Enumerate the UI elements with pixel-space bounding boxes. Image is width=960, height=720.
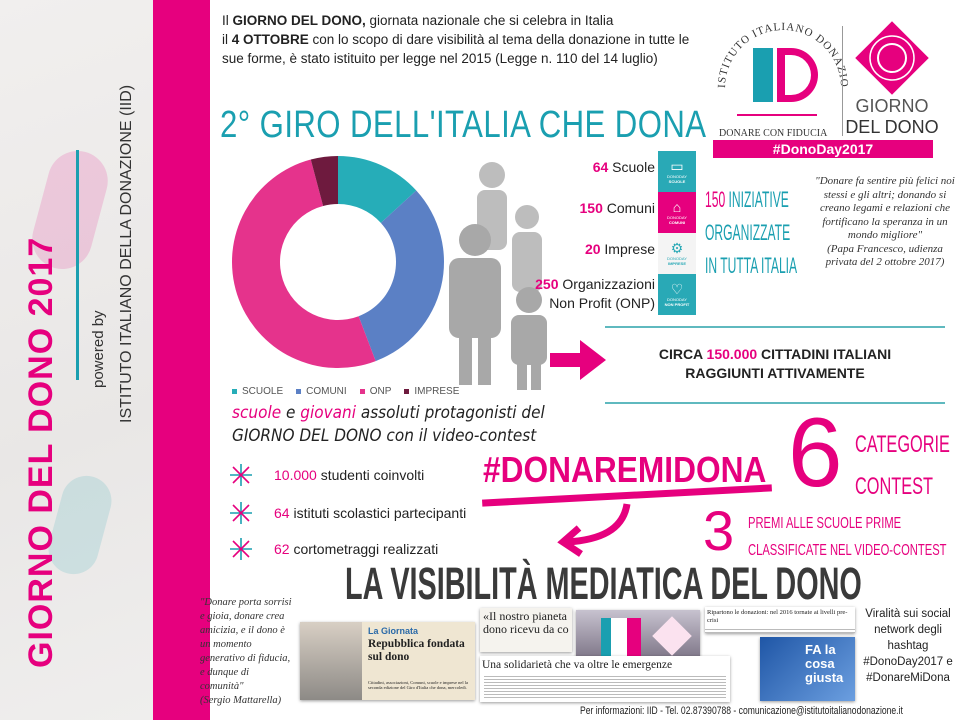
- logo: ISTITUTO ITALIANO DONAZIONE DONARE CON F…: [703, 0, 947, 158]
- logo-brand2: DEL DONO: [845, 117, 938, 137]
- divider: [76, 150, 79, 380]
- legend-label: COMUNI: [306, 386, 347, 397]
- footer-contact: Per informazioni: IID - Tel. 02.87390788…: [580, 705, 903, 717]
- pope-quote: "Donare fa sentire più felici noi stessi…: [815, 175, 955, 268]
- press-headline: «Il nostro pianeta dono ricevu da co: [483, 609, 569, 636]
- chart-legend: SCUOLE COMUNI ONP IMPRESE: [232, 386, 459, 398]
- tile-scuole: ▭ DONODAY SCUOLE: [658, 151, 696, 192]
- contest-hashtag: #DONAREMIDONA: [483, 449, 767, 490]
- stat-scuole: 64 Scuole: [592, 159, 655, 175]
- stat-comuni: 150 Comuni: [579, 200, 656, 216]
- press-clipping: «Il nostro pianeta dono ricevu da co: [480, 608, 572, 652]
- legend-label: ONP: [369, 386, 392, 397]
- social-virality-text: Viralità sui social network degli hashta…: [863, 608, 953, 684]
- logo: [601, 618, 641, 656]
- press-kicker: La Giornata: [368, 626, 419, 636]
- media-title: LA VISIBILITÀ MEDIATICA DEL DONO: [345, 558, 862, 609]
- people-icon: [449, 162, 547, 390]
- building-icon: ⌂: [672, 199, 682, 215]
- asterisk-icon: [230, 538, 252, 560]
- prizes-text: PREMI ALLE SCUOLE PRIME CLASSIFICATE NEL …: [748, 515, 947, 559]
- mattarella-quote: "Donare porta sorrisi e gioia, donare cr…: [200, 597, 292, 706]
- legend-swatch: [296, 388, 302, 394]
- logo: [652, 616, 692, 656]
- tile-comuni: ⌂ DONODAY COMUNI: [658, 192, 696, 233]
- pink-band: [153, 0, 210, 720]
- donut-slice-comuni: [358, 190, 444, 362]
- donut-slice-scuole: [338, 156, 417, 223]
- legend-swatch: [232, 388, 237, 394]
- donut-slice-imprese: [310, 156, 338, 206]
- categories-text: CATEGORIE CONTEST: [855, 431, 950, 500]
- press-clipping: La Giornata Repubblica fondata sul dono …: [300, 622, 475, 700]
- categories-number: 6: [788, 397, 843, 507]
- legend-item: COMUNI: [296, 386, 347, 398]
- legend-item: ONP: [359, 386, 392, 398]
- powered-by-label: powered by: [90, 310, 107, 388]
- press-headline: Ripartono le donazioni: nel 2016 tornate…: [707, 609, 848, 624]
- reach-text: CIRCA 150.000 CITTADINI ITALIANI RAGGIUNT…: [658, 346, 892, 381]
- tv-screenshot: FA la cosa giusta: [760, 637, 855, 701]
- prizes-number: 3: [703, 499, 735, 562]
- press-body: Cittadini, associazioni, Comuni, scuole …: [368, 680, 468, 690]
- press-clipping: Una solidarietà che va oltre le emergenz…: [480, 656, 730, 702]
- section-title: 2° GIRO DELL'ITALIA CHE DONA: [220, 104, 707, 146]
- legend-swatch: [404, 388, 410, 394]
- donut-slice-onp: [232, 159, 376, 368]
- stat-imprese: 20 Imprese: [584, 241, 655, 257]
- legend-swatch: [359, 388, 365, 394]
- asterisk-icon: [230, 502, 252, 524]
- legend-item: SCUOLE: [232, 386, 283, 398]
- arrow-right-icon: [550, 340, 606, 380]
- asterisk-icon: [230, 464, 252, 486]
- curved-arrow-icon: [557, 503, 631, 557]
- bullet-item: 64 istituti scolastici partecipanti: [230, 502, 466, 524]
- legend-item: IMPRESE: [404, 386, 459, 398]
- logo-tagline: DONARE CON FIDUCIA: [719, 128, 828, 139]
- gears-icon: ⚙: [670, 240, 684, 256]
- tile-imprese: ⚙ DONODAY IMPRESE: [658, 233, 696, 274]
- bullet-item: 10.000 studenti coinvolti: [230, 464, 424, 486]
- press-clipping: Ripartono le donazioni: nel 2016 tornate…: [705, 607, 855, 633]
- tile-nonprofit: ♡ DONODAY NON PROFIT: [658, 274, 696, 315]
- schools-heading: scuole e giovani assoluti protagonisti d…: [232, 403, 545, 446]
- press-headline: Una solidarietà che va oltre le emergenz…: [482, 659, 673, 671]
- logo-hashtag: #DonoDay2017: [773, 141, 874, 157]
- press-headline: Repubblica fondata sul dono: [368, 638, 465, 663]
- book-icon: ▭: [670, 158, 684, 174]
- institute-name: ISTITUTO ITALIANO DELLA DONAZIONE (IID): [118, 84, 135, 423]
- sidebar-title: GIORNO DEL DONO 2017: [22, 236, 60, 668]
- bullet-item: 62 cortometraggi realizzati: [230, 538, 438, 560]
- initiatives-text: 150 INIZIATIVE ORGANIZZATE IN TUTTA ITALI…: [705, 187, 798, 278]
- stat-onp: 250 Organizzazioni Non Profit (ONP): [535, 276, 655, 311]
- donut-chart: [232, 156, 444, 368]
- legend-label: IMPRESE: [414, 386, 460, 397]
- legend-label: SCUOLE: [242, 386, 284, 397]
- heart-icon: ♡: [670, 281, 684, 297]
- press-headline: FA la cosa giusta: [805, 642, 844, 685]
- divider: [605, 326, 945, 328]
- logo-brand1: GIORNO: [855, 96, 928, 116]
- photo: [300, 622, 362, 700]
- sidebar-panel: GIORNO DEL DONO 2017 powered by ISTITUTO…: [0, 0, 153, 720]
- divider: [605, 402, 945, 404]
- intro-text: Il GIORNO DEL DONO, giornata nazionale c…: [222, 13, 690, 66]
